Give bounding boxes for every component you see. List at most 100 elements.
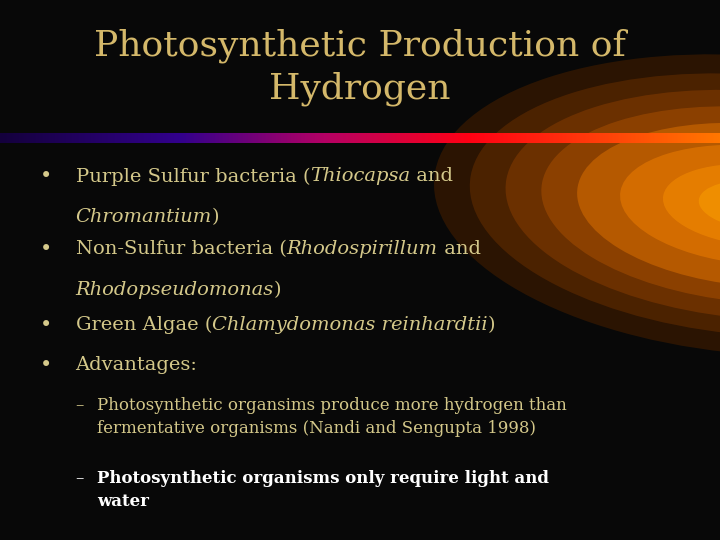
Bar [455,133,457,143]
Bar [229,133,231,143]
Bar [300,133,302,143]
Bar [168,133,171,143]
Bar [223,133,225,143]
Bar [392,133,394,143]
Bar [102,133,104,143]
Bar [117,133,119,143]
Bar [701,133,703,143]
Bar [308,133,310,143]
Bar [636,133,639,143]
Text: ): ) [212,208,220,226]
Bar [6,133,8,143]
Bar [383,133,385,143]
Bar [588,133,590,143]
Bar [318,133,320,143]
Bar [508,133,510,143]
Bar [109,133,112,143]
Bar [99,133,102,143]
Bar [33,133,35,143]
Bar [600,133,603,143]
Bar [69,133,71,143]
Bar [295,133,297,143]
Bar [340,133,342,143]
Ellipse shape [620,145,720,266]
Bar [128,133,130,143]
Bar [330,133,332,143]
Bar [348,133,351,143]
Ellipse shape [434,55,720,356]
Bar [131,133,133,143]
Bar [354,133,356,143]
Bar [409,133,411,143]
Bar [369,133,371,143]
Bar [446,133,449,143]
Bar [65,133,67,143]
Bar [386,133,388,143]
Bar [700,133,702,143]
Bar [550,133,552,143]
Bar [26,133,28,143]
Bar [351,133,354,143]
Bar [530,133,532,143]
Bar [652,133,654,143]
Bar [75,133,77,143]
Text: Chromantium: Chromantium [76,208,212,226]
Bar [644,133,646,143]
Bar [403,133,405,143]
Bar [570,133,572,143]
Bar [94,133,96,143]
Bar [141,133,143,143]
Bar [288,133,290,143]
Bar [629,133,631,143]
Bar [400,133,402,143]
Bar [121,133,123,143]
Bar [307,133,309,143]
Bar [7,133,9,143]
Bar [480,133,482,143]
Text: •: • [40,167,52,186]
Bar [632,133,634,143]
Bar [490,133,492,143]
Bar [521,133,523,143]
Bar [498,133,500,143]
Bar [462,133,464,143]
Text: –: – [76,470,84,487]
Bar [192,133,194,143]
Bar [228,133,230,143]
Bar [422,133,424,143]
Bar [387,133,390,143]
Text: and: and [438,240,481,258]
Bar [181,133,184,143]
Bar [370,133,372,143]
Bar [441,133,443,143]
Bar [186,133,188,143]
Bar [68,133,70,143]
Bar [9,133,11,143]
Bar [415,133,417,143]
Bar [49,133,51,143]
Bar [301,133,303,143]
Bar [376,133,378,143]
Bar [130,133,132,143]
Bar [157,133,159,143]
Bar [497,133,499,143]
Bar [53,133,55,143]
Bar [592,133,594,143]
Bar [719,133,720,143]
Bar [482,133,485,143]
Bar [40,133,42,143]
Bar [104,133,106,143]
Bar [274,133,276,143]
Bar [377,133,379,143]
Bar [559,133,561,143]
Bar [95,133,97,143]
Bar [528,133,531,143]
Bar [46,133,48,143]
Bar [602,133,604,143]
Bar [425,133,427,143]
Bar [703,133,705,143]
Bar [367,133,369,143]
Bar [372,133,374,143]
Bar [236,133,238,143]
Bar [363,133,365,143]
